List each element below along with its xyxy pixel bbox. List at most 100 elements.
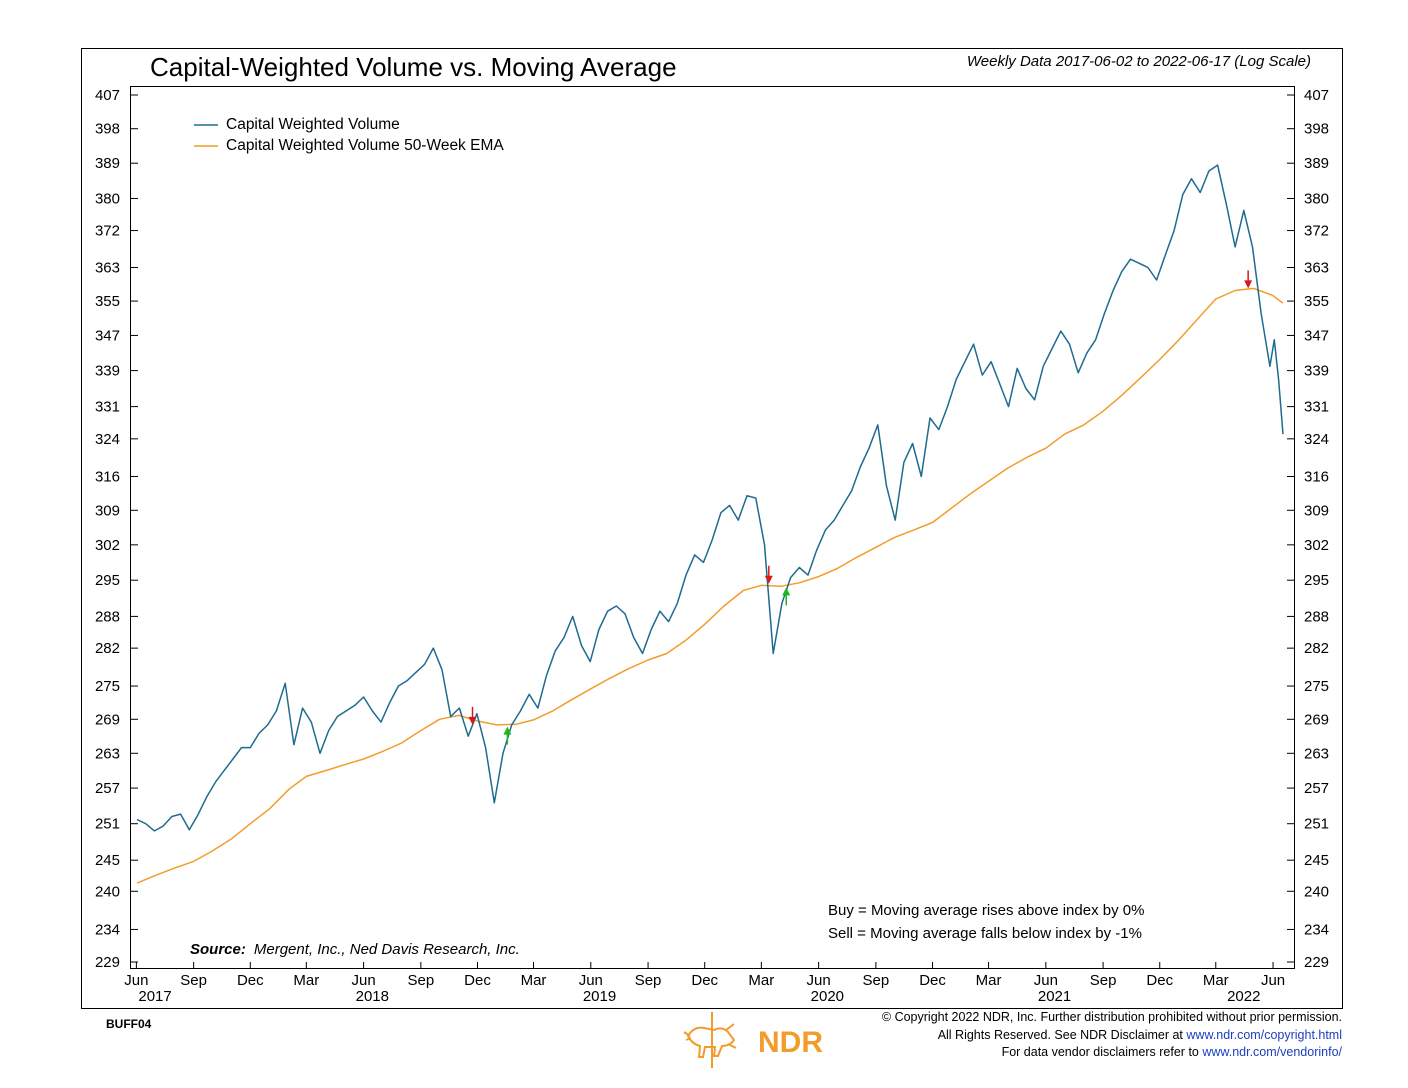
x-tick-label: Mar	[521, 972, 547, 989]
y-tick-label-right: 347	[1304, 327, 1329, 344]
x-year-label: 2020	[811, 988, 844, 1005]
sell-rule-note: Sell = Moving average falls below index …	[828, 925, 1142, 942]
x-year-label: 2021	[1038, 988, 1071, 1005]
x-tick-label: Sep	[1090, 972, 1117, 989]
x-year-label: 2019	[583, 988, 616, 1005]
disclaimer-text: All Rights Reserved. See NDR Disclaimer …	[937, 1027, 1187, 1042]
y-tick-label-right: 234	[1304, 921, 1329, 938]
y-tick-label-left: 398	[95, 121, 120, 138]
x-tick-label: Dec	[464, 972, 491, 989]
y-axis-left: 407 398 389 380 372 363 355 347 339 331 324 316 309 3…	[95, 87, 138, 971]
y-tick-label-left: 269	[95, 711, 120, 728]
y-tick-label-left: 347	[95, 327, 120, 344]
ndr-logo: NDR	[683, 1012, 823, 1068]
signal-layer	[468, 270, 1253, 745]
y-tick-label-left: 257	[95, 780, 120, 797]
y-tick-label-right: 339	[1304, 363, 1329, 380]
y-tick-label-right: 269	[1304, 711, 1329, 728]
sell-arrow	[1244, 270, 1253, 289]
y-tick-label-right: 251	[1304, 816, 1329, 833]
y-tick-label-left: 331	[95, 399, 120, 416]
y-tick-label-left: 372	[95, 223, 120, 240]
x-tick-label: Jun	[1261, 972, 1285, 989]
y-tick-label-left: 240	[95, 883, 120, 900]
x-tick-label: Jun	[351, 972, 375, 989]
y-tick-label-left: 355	[95, 293, 120, 310]
y-tick-label-right: 288	[1304, 608, 1329, 625]
y-tick-label-right: 407	[1304, 87, 1329, 104]
x-tick-label: Jun	[1034, 972, 1058, 989]
legend-label-cwv: Capital Weighted Volume	[226, 116, 400, 133]
logo-text: NDR	[758, 1026, 823, 1059]
x-tick-label: Mar	[293, 972, 319, 989]
chart-id: BUFF04	[106, 1017, 152, 1031]
y-tick-label-left: 229	[95, 954, 120, 971]
y-tick-label-right: 263	[1304, 745, 1329, 762]
x-year-label: 2022	[1227, 988, 1260, 1005]
y-tick-label-right: 295	[1304, 572, 1329, 589]
y-tick-label-right: 240	[1304, 883, 1329, 900]
x-tick-label: Mar	[976, 972, 1002, 989]
y-tick-label-right: 245	[1304, 852, 1329, 869]
buy-arrow	[782, 587, 791, 606]
bull-bear-icon	[683, 1012, 737, 1068]
source-label: Source:	[190, 941, 246, 958]
chart-title: Capital-Weighted Volume vs. Moving Avera…	[150, 52, 677, 82]
x-tick-label: Sep	[863, 972, 890, 989]
sell-arrow	[468, 706, 477, 725]
y-tick-label-left: 251	[95, 816, 120, 833]
source-text: Mergent, Inc., Ned Davis Research, Inc.	[254, 941, 520, 958]
y-tick-label-left: 324	[95, 431, 120, 448]
y-tick-label-left: 316	[95, 469, 120, 486]
y-tick-label-left: 380	[95, 190, 120, 207]
x-year-label: 2017	[138, 988, 171, 1005]
x-axis: Jun Sep Dec Mar Jun Sep Dec Mar Jun Sep Dec Mar Jun S…	[124, 962, 1285, 1005]
y-tick-label-left: 363	[95, 259, 120, 276]
buy-rule-note: Buy = Moving average rises above index b…	[828, 902, 1144, 919]
y-tick-label-left: 282	[95, 640, 120, 657]
copyright-line-1: © Copyright 2022 NDR, Inc. Further distr…	[881, 1010, 1342, 1024]
y-tick-label-left: 302	[95, 537, 120, 554]
y-tick-label-left: 234	[95, 921, 120, 938]
x-tick-label: Jun	[124, 972, 148, 989]
sell-arrow-head	[764, 575, 773, 584]
copyright-link[interactable]: www.ndr.com/copyright.html	[1186, 1027, 1342, 1042]
outer-frame	[81, 48, 1343, 1009]
x-tick-label: Mar	[748, 972, 774, 989]
y-tick-label-right: 257	[1304, 780, 1329, 797]
y-tick-label-right: 282	[1304, 640, 1329, 657]
x-year-label: 2018	[356, 988, 389, 1005]
vendor-text: For data vendor disclaimers refer to	[1001, 1045, 1203, 1059]
y-tick-label-left: 245	[95, 852, 120, 869]
y-tick-label-left: 288	[95, 608, 120, 625]
y-tick-label-right: 380	[1304, 190, 1329, 207]
y-tick-label-right: 389	[1304, 155, 1329, 172]
y-axis-right: 407 398 389 380 372 363 355 347 339 331 324 316 309 3…	[1287, 87, 1329, 971]
y-tick-label-left: 295	[95, 572, 120, 589]
y-tick-label-right: 302	[1304, 537, 1329, 554]
x-tick-label: Sep	[180, 972, 207, 989]
y-tick-label-left: 263	[95, 745, 120, 762]
y-tick-label-right: 324	[1304, 431, 1329, 448]
sell-arrow-head	[1244, 280, 1253, 289]
x-tick-label: Dec	[237, 972, 264, 989]
sell-arrow-head	[468, 716, 477, 725]
x-tick-label: Dec	[919, 972, 946, 989]
y-tick-label-right: 363	[1304, 259, 1329, 276]
x-tick-label: Dec	[691, 972, 718, 989]
y-tick-label-left: 275	[95, 678, 120, 695]
y-tick-label-left: 309	[95, 502, 120, 519]
y-tick-label-left: 339	[95, 363, 120, 380]
buy-arrow	[503, 726, 512, 745]
series-layer	[136, 164, 1284, 884]
sell-arrow	[764, 565, 773, 584]
y-tick-label-right: 309	[1304, 502, 1329, 519]
vendor-info-link[interactable]: www.ndr.com/vendorinfo/	[1202, 1045, 1342, 1059]
y-tick-label-right: 355	[1304, 293, 1329, 310]
ema-line	[136, 287, 1284, 884]
y-tick-label-right: 331	[1304, 399, 1329, 416]
y-tick-label-right: 275	[1304, 678, 1329, 695]
buy-arrow-head	[503, 726, 512, 735]
x-tick-label: Dec	[1146, 972, 1173, 989]
